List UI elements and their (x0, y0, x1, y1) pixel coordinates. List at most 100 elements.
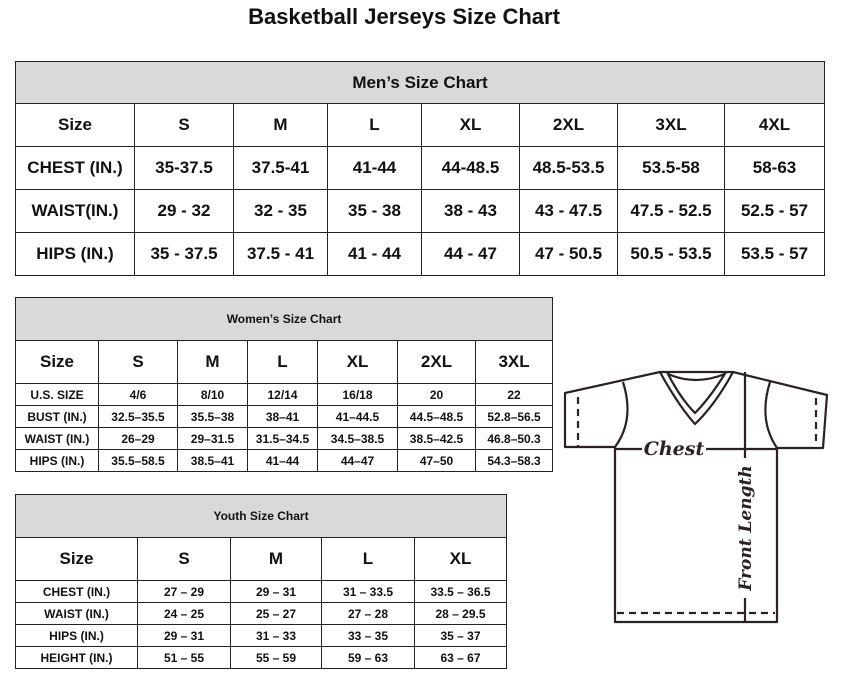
table-cell: 44 - 47 (421, 232, 520, 276)
table-cell: 26–29 (98, 427, 178, 450)
table-cell: 46.8–50.3 (474, 427, 554, 450)
jersey-diagram: Chest Front Length (563, 370, 829, 624)
column-header: XL (413, 537, 508, 581)
row-label: WAIST (IN.) (15, 602, 138, 625)
row-label: HEIGHT (IN.) (15, 646, 138, 669)
table-cell: 35-37.5 (134, 146, 234, 190)
column-header: S (134, 103, 234, 147)
column-header: XL (317, 340, 398, 384)
table-cell: 38–41 (247, 405, 318, 428)
table-cell: 33 – 35 (321, 624, 415, 647)
column-header: M (230, 537, 322, 581)
table-cell: 32.5–35.5 (98, 405, 178, 428)
table-cell: 24 – 25 (137, 602, 231, 625)
table-cell: 31 – 33.5 (321, 580, 415, 603)
chest-label: Chest (644, 438, 705, 460)
table-row: U.S. SIZE 4/6 8/10 12/14 16/18 20 22 (15, 383, 554, 406)
row-label: BUST (IN.) (15, 405, 99, 428)
womens-body: Size S M L XL 2XL 3XL U.S. SIZE 4/6 8/10 12/14 16/1… (15, 340, 554, 472)
front-length-label: Front Length (736, 465, 756, 591)
row-label: U.S. SIZE (15, 383, 99, 406)
v-neck-outer (659, 371, 734, 426)
table-cell: 41–44 (247, 449, 318, 472)
table-cell: 54.3–58.3 (474, 449, 554, 472)
table-cell: 16/18 (317, 383, 398, 406)
table-cell: 22 (474, 383, 554, 406)
jersey-outline (563, 370, 829, 624)
row-label: HIPS (IN.) (15, 232, 135, 276)
column-header: S (98, 340, 178, 384)
table-cell: 38 - 43 (421, 189, 520, 233)
table-cell: 38.5–41 (177, 449, 248, 472)
column-header: M (177, 340, 248, 384)
table-cell: 52.5 - 57 (723, 189, 826, 233)
column-header: L (327, 103, 422, 147)
table-cell: 8/10 (177, 383, 248, 406)
column-header: 2XL (397, 340, 476, 384)
table-cell: 12/14 (247, 383, 318, 406)
table-cell: 25 – 27 (230, 602, 322, 625)
table-cell: 35 - 37.5 (134, 232, 234, 276)
table-cell: 55 – 59 (230, 646, 322, 669)
column-header: 3XL (617, 103, 725, 147)
table-cell: 33.5 – 36.5 (413, 580, 508, 603)
mens-size-table: Men’s Size Chart Size S M L XL 2XL 3XL 4XL CHEST… (14, 61, 826, 276)
column-header: L (247, 340, 318, 384)
table-cell: 47.5 - 52.5 (617, 189, 725, 233)
header-row: Size S M L XL 2XL 3XL 4XL (15, 103, 826, 147)
header-row: Size S M L XL (15, 537, 508, 581)
table-cell: 35 – 37 (413, 624, 508, 647)
column-header: S (137, 537, 231, 581)
table-cell: 35 - 38 (327, 189, 422, 233)
table-cell: 51 – 55 (137, 646, 231, 669)
table-row: BUST (IN.) 32.5–35.5 35.5–38 38–41 41–44.5 44… (15, 405, 554, 428)
column-header: M (233, 103, 328, 147)
table-cell: 37.5-41 (233, 146, 328, 190)
mens-caption: Men’s Size Chart (14, 61, 826, 104)
table-cell: 29 - 32 (134, 189, 234, 233)
table-cell: 41-44 (327, 146, 422, 190)
table-cell: 48.5-53.5 (519, 146, 618, 190)
womens-size-table: Women’s Size Chart Size S M L XL 2XL 3XL U.S. S… (14, 297, 554, 472)
table-cell: 44–47 (317, 449, 398, 472)
header-row: Size S M L XL 2XL 3XL (15, 340, 554, 384)
table-cell: 4/6 (98, 383, 178, 406)
table-cell: 41–44.5 (317, 405, 398, 428)
column-header: 2XL (519, 103, 618, 147)
row-label: WAIST(IN.) (15, 189, 135, 233)
table-cell: 29–31.5 (177, 427, 248, 450)
column-header: L (321, 537, 415, 581)
column-header: XL (421, 103, 520, 147)
table-cell: 37.5 - 41 (233, 232, 328, 276)
table-cell: 41 - 44 (327, 232, 422, 276)
table-cell: 38.5–42.5 (397, 427, 476, 450)
column-header: Size (15, 103, 135, 147)
page-title: Basketball Jerseys Size Chart (248, 4, 560, 29)
table-cell: 58-63 (723, 146, 826, 190)
youth-body: Size S M L XL CHEST (IN.) 27 – 29 29 – 31 31 – 3… (15, 537, 508, 669)
table-row: WAIST (IN.) 26–29 29–31.5 31.5–34.5 34.5–38.… (15, 427, 554, 450)
table-cell: 31 – 33 (230, 624, 322, 647)
table-cell: 27 – 28 (321, 602, 415, 625)
table-cell: 27 – 29 (137, 580, 231, 603)
table-row: HIPS (IN.) 35.5–58.5 38.5–41 41–44 44–47 47–5… (15, 449, 554, 472)
table-row: CHEST (IN.) 35-37.5 37.5-41 41-44 44-48.5 48.… (15, 146, 826, 190)
table-cell: 47–50 (397, 449, 476, 472)
column-header: Size (15, 340, 99, 384)
column-header: 4XL (723, 103, 826, 147)
table-cell: 29 – 31 (137, 624, 231, 647)
table-cell: 28 – 29.5 (413, 602, 508, 625)
row-label: WAIST (IN.) (15, 427, 99, 450)
table-row: WAIST (IN.) 24 – 25 25 – 27 27 – 28 28 – 29.… (15, 602, 508, 625)
row-label: HIPS (IN.) (15, 624, 138, 647)
mens-body: Size S M L XL 2XL 3XL 4XL CHEST (IN.) 35-37.5 37.5… (15, 103, 826, 276)
table-row: CHEST (IN.) 27 – 29 29 – 31 31 – 33.5 33.5 –… (15, 580, 508, 603)
table-row: HIPS (IN.) 29 – 31 31 – 33 33 – 35 35 – 37 (15, 624, 508, 647)
table-cell: 20 (397, 383, 476, 406)
row-label: CHEST (IN.) (15, 146, 135, 190)
table-cell: 35.5–58.5 (98, 449, 178, 472)
table-cell: 29 – 31 (230, 580, 322, 603)
table-row: HEIGHT (IN.) 51 – 55 55 – 59 59 – 63 63 – 67 (15, 646, 508, 669)
table-cell: 44.5–48.5 (397, 405, 476, 428)
v-neck-inner (666, 371, 727, 415)
